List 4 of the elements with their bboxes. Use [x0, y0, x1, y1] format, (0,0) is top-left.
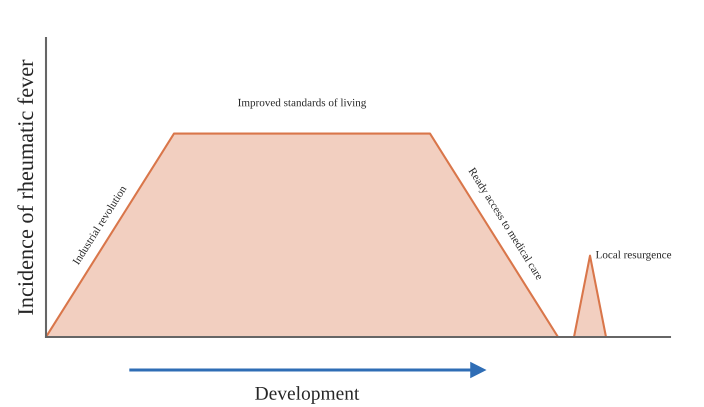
- y-axis-title: Incidence of rheumatic fever: [17, 60, 34, 315]
- annotation: Local resurgence: [596, 250, 672, 261]
- x-axis-title: Development: [255, 386, 360, 404]
- text: Improved standards of living: [238, 98, 366, 109]
